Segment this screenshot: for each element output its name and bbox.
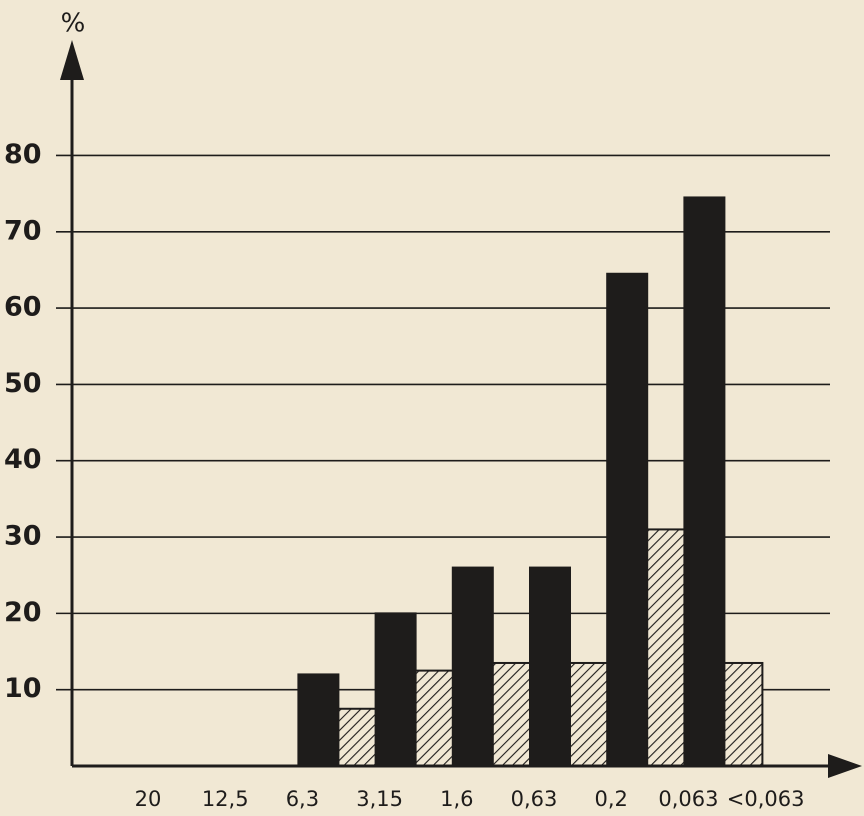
y-tick-label: 30	[4, 521, 42, 552]
x-tick-label: 0,63	[511, 787, 558, 811]
bar	[723, 661, 764, 768]
y-tick-label: 40	[4, 444, 42, 475]
y-tick-label: 20	[4, 597, 42, 628]
y-tick-label: 60	[4, 292, 42, 323]
y-axis-label: %	[61, 9, 86, 39]
bar	[569, 661, 609, 768]
bar	[374, 612, 417, 767]
bar	[491, 661, 532, 768]
x-tick-label: 0,063	[658, 787, 718, 811]
y-tick-label: 50	[4, 368, 42, 399]
x-tick-label: 0,2	[594, 787, 627, 811]
bar	[451, 566, 494, 767]
y-tick-label: 80	[4, 139, 42, 170]
bar	[414, 669, 455, 768]
bar	[646, 528, 687, 768]
y-tick-label: 70	[4, 215, 42, 246]
y-axis-arrow	[60, 40, 84, 80]
x-tick-label: 6,3	[286, 787, 319, 811]
x-tick-label: 20	[135, 787, 162, 811]
bar	[606, 272, 649, 767]
x-tick-label: 12,5	[202, 787, 249, 811]
bar	[337, 707, 378, 768]
bar	[683, 196, 726, 767]
bar	[297, 673, 340, 768]
x-tick-label: <0,063	[727, 787, 805, 811]
x-tick-label: 1,6	[440, 787, 473, 811]
y-tick-label: 10	[4, 673, 42, 704]
x-axis-arrow	[828, 754, 862, 778]
x-tick-label: 3,15	[356, 787, 403, 811]
bar	[529, 566, 571, 767]
